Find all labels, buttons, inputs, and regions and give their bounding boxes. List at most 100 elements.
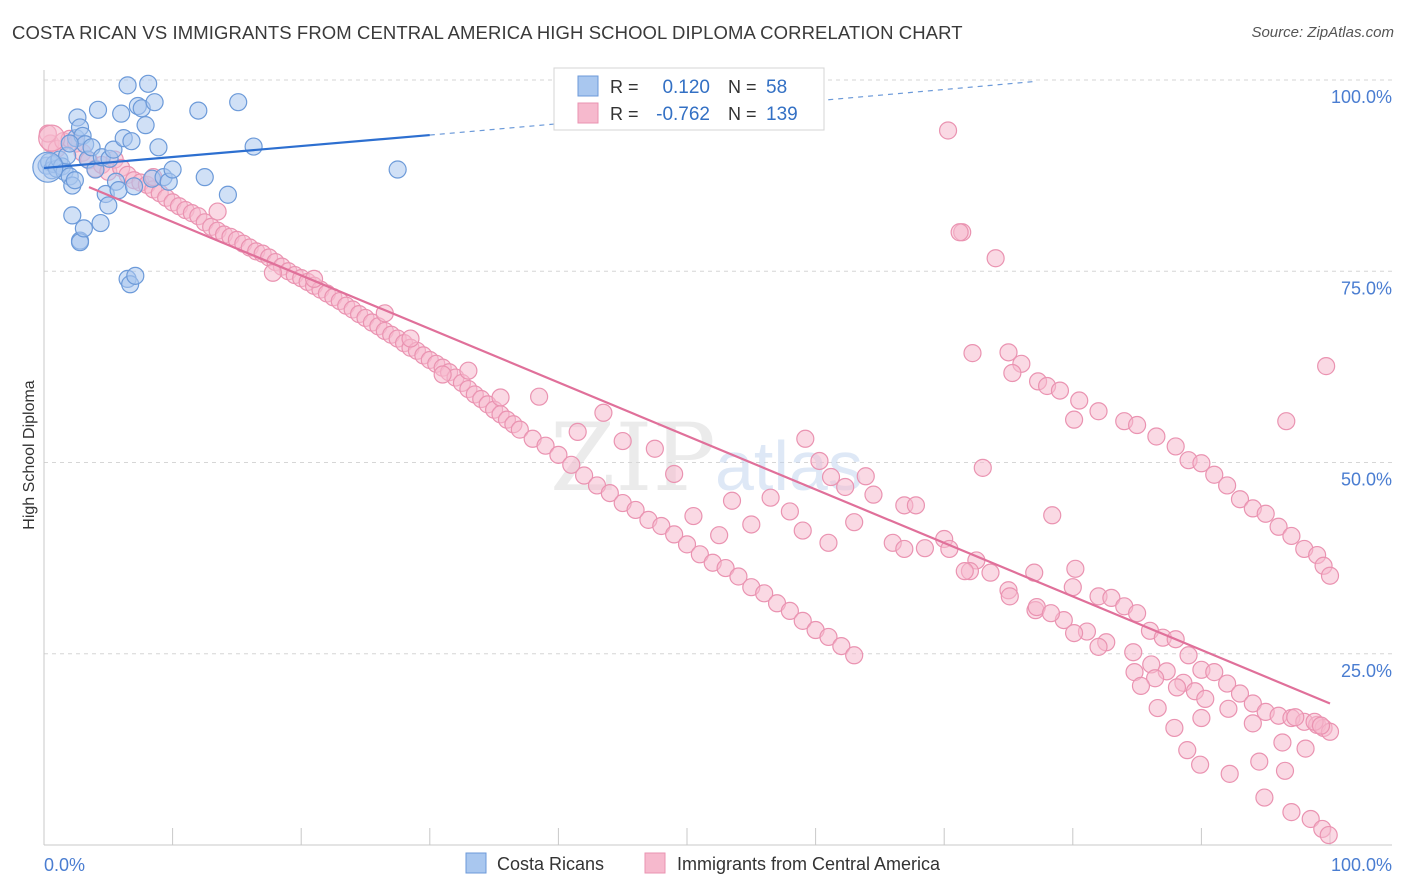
blue-series-points bbox=[32, 74, 407, 294]
y-axis-label: High School Diploma bbox=[21, 380, 38, 530]
blue-point-31 bbox=[124, 177, 144, 196]
pink-point-118 bbox=[722, 491, 742, 510]
pink-point-226 bbox=[1066, 559, 1085, 578]
pink-point-94 bbox=[780, 601, 799, 621]
pink-point-182 bbox=[1275, 761, 1295, 780]
pink-point-109 bbox=[491, 388, 510, 407]
series-legend: Costa Ricans Immigrants from Central Ame… bbox=[465, 852, 941, 874]
blue-r-label: R = bbox=[610, 77, 639, 97]
pink-n-label: N = bbox=[728, 104, 757, 124]
blue-point-37 bbox=[145, 93, 164, 112]
blue-r-value: 0.120 bbox=[662, 77, 710, 98]
y-tick-labels: 100.0% 75.0% 50.0% 25.0% bbox=[1331, 87, 1392, 681]
pink-point-190 bbox=[796, 429, 815, 448]
pink-point-166 bbox=[1166, 437, 1185, 456]
blue-point-29 bbox=[118, 76, 137, 95]
pink-point-186 bbox=[963, 344, 982, 363]
pink-point-205 bbox=[1124, 643, 1143, 662]
pink-point-73 bbox=[510, 420, 529, 439]
pink-point-119 bbox=[742, 515, 761, 534]
pink-point-125 bbox=[864, 485, 883, 504]
pink-point-136 bbox=[1127, 604, 1147, 623]
blue-point-44 bbox=[218, 185, 237, 204]
pink-point-175 bbox=[1282, 526, 1301, 546]
pink-point-221 bbox=[1219, 699, 1238, 718]
pink-point-223 bbox=[1273, 733, 1292, 752]
pink-point-89 bbox=[716, 558, 735, 578]
pink-point-144 bbox=[1230, 684, 1250, 703]
pink-point-110 bbox=[530, 387, 549, 406]
immigrants-swatch bbox=[644, 852, 666, 874]
pink-point-216 bbox=[1089, 637, 1108, 656]
pink-point-123 bbox=[819, 533, 838, 552]
pink-point-191 bbox=[810, 451, 829, 471]
blue-point-46 bbox=[244, 137, 263, 156]
pink-point-185 bbox=[1311, 716, 1331, 735]
source-credit: Source: ZipAtlas.com bbox=[1251, 24, 1394, 41]
pink-point-229 bbox=[1165, 718, 1184, 738]
blue-point-24 bbox=[104, 140, 123, 159]
pink-point-75 bbox=[536, 436, 555, 455]
blue-point-41 bbox=[163, 160, 182, 179]
pink-point-227 bbox=[1131, 676, 1151, 695]
pink-point-113 bbox=[613, 431, 632, 451]
pink-point-179 bbox=[1320, 566, 1340, 585]
pink-r-label: R = bbox=[610, 104, 639, 124]
blue-point-27 bbox=[112, 104, 131, 123]
x-axis-ticks bbox=[43, 828, 1331, 845]
blue-n-value: 58 bbox=[766, 77, 787, 98]
pink-r-value: -0.762 bbox=[656, 104, 710, 125]
blue-point-43 bbox=[195, 168, 214, 187]
pink-point-193 bbox=[821, 467, 841, 487]
pink-n-value: 139 bbox=[766, 104, 798, 125]
pink-point-95 bbox=[793, 611, 812, 630]
pink-point-155 bbox=[986, 249, 1005, 268]
pink-point-134 bbox=[1102, 588, 1121, 608]
pink-point-114 bbox=[645, 439, 664, 458]
pink-point-180 bbox=[1192, 708, 1211, 728]
blue-point-11 bbox=[65, 171, 84, 190]
pink-point-187 bbox=[950, 223, 969, 242]
pink-point-192 bbox=[856, 467, 875, 486]
pink-point-92 bbox=[755, 584, 774, 603]
pink-point-164 bbox=[1127, 415, 1147, 435]
pink-point-214 bbox=[1041, 604, 1061, 623]
pink-point-171 bbox=[1230, 490, 1250, 509]
immigrants-legend-label: Immigrants from Central America bbox=[677, 854, 941, 874]
blue-point-45 bbox=[229, 93, 248, 112]
pink-point-224 bbox=[1296, 739, 1315, 758]
pink-point-199 bbox=[981, 563, 1000, 582]
pink-point-124 bbox=[845, 513, 864, 532]
pink-point-234 bbox=[1282, 803, 1301, 822]
blue-trend-line bbox=[43, 133, 430, 170]
pink-point-145 bbox=[1243, 694, 1262, 713]
y-tick-label-50: 50.0% bbox=[1341, 470, 1392, 490]
pink-point-162 bbox=[1089, 402, 1108, 421]
blue-point-57 bbox=[60, 134, 79, 153]
pink-point-121 bbox=[780, 502, 799, 521]
pink-point-76 bbox=[549, 445, 568, 464]
pink-point-large bbox=[38, 124, 66, 152]
y-tick-label-25: 25.0% bbox=[1341, 661, 1392, 681]
pink-point-97 bbox=[819, 627, 838, 647]
pink-point-86 bbox=[677, 535, 697, 554]
blue-legend-swatch bbox=[577, 75, 599, 97]
pink-point-238 bbox=[1317, 357, 1336, 376]
blue-point-34 bbox=[136, 116, 155, 135]
pink-point-211 bbox=[955, 562, 974, 581]
blue-point-38 bbox=[149, 138, 168, 157]
pink-point-239 bbox=[1277, 412, 1296, 431]
pink-point-231 bbox=[1191, 755, 1210, 774]
x-tick-label-left: 0.0% bbox=[44, 855, 85, 875]
pink-point-218 bbox=[1146, 669, 1165, 688]
pink-point-181 bbox=[1250, 752, 1269, 771]
blue-point-51 bbox=[91, 213, 110, 233]
blue-point-52 bbox=[99, 196, 118, 215]
pink-point-196 bbox=[906, 496, 926, 515]
pink-point-170 bbox=[1218, 476, 1237, 495]
pink-point-85 bbox=[665, 525, 684, 544]
blue-n-label: N = bbox=[728, 77, 757, 97]
pink-legend-swatch bbox=[577, 102, 599, 124]
pink-point-222 bbox=[1243, 714, 1262, 733]
